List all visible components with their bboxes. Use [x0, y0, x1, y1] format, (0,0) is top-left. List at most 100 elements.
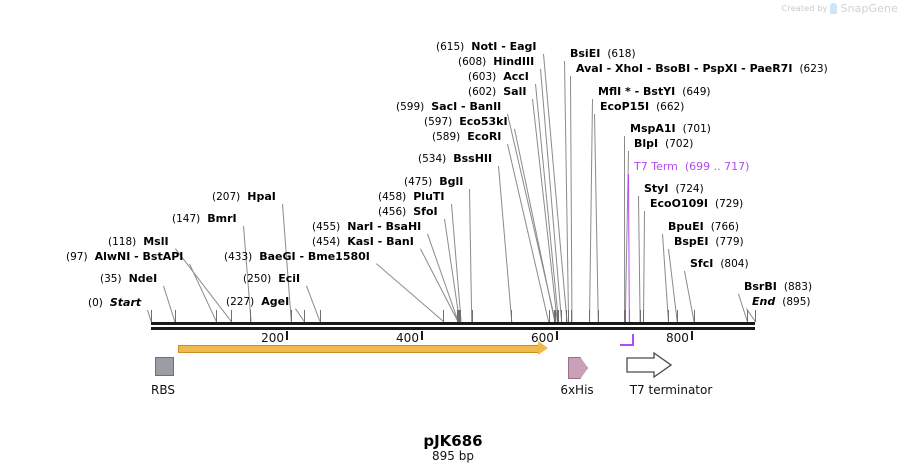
- site-label-t7term[interactable]: T7 Term (699 .. 717): [634, 161, 749, 172]
- label-gap: [88, 250, 95, 263]
- site-position: (0): [88, 297, 103, 309]
- enzyme-separator: -: [130, 250, 143, 263]
- enzyme-name: BssHII: [453, 152, 493, 165]
- restriction-site-tick: [443, 310, 445, 322]
- site-label-bgli[interactable]: (475) BglI: [404, 176, 463, 188]
- orf-feature-arrow[interactable]: [178, 345, 540, 353]
- site-label-hindiii[interactable]: (608) HindIII: [458, 56, 534, 68]
- restriction-site-tick: [568, 310, 570, 322]
- enzyme-name: End: [752, 295, 776, 308]
- site-label-mfli[interactable]: MflI * - BstYI (649): [598, 86, 711, 98]
- site-label-sali[interactable]: (602) SalI: [468, 86, 526, 98]
- enzyme-name: BsrBI: [744, 280, 777, 293]
- site-position: (35): [100, 273, 122, 285]
- site-label-bsiei[interactable]: BsiEI (618): [570, 48, 636, 60]
- site-position: (602): [468, 86, 497, 98]
- site-label-ecoo109i[interactable]: EcoO109I (729): [650, 198, 743, 210]
- site-enzyme-names: Eco53kI: [459, 115, 507, 128]
- restriction-site-tick: [639, 310, 641, 322]
- site-label-ecop15i[interactable]: EcoP15I (662): [600, 101, 684, 113]
- site-label-alwni[interactable]: (97) AlwNI - BstAPI: [66, 251, 183, 263]
- site-label-ndei[interactable]: (35) NdeI: [100, 273, 157, 285]
- label-gap: [777, 280, 784, 293]
- enzyme-name: EcoO109I: [650, 197, 708, 210]
- label-gap: [122, 272, 129, 285]
- site-label-agei[interactable]: (227) AgeI: [226, 296, 289, 308]
- site-position: (433): [224, 251, 253, 263]
- restriction-site-tick: [557, 310, 559, 322]
- enzyme-name: BsaHI: [385, 220, 422, 233]
- restriction-site-tick: [230, 310, 232, 322]
- site-position: (883): [783, 281, 813, 293]
- site-label-bpuei[interactable]: BpuEI (766): [668, 221, 739, 233]
- restriction-site-tick: [460, 310, 462, 322]
- site-label-blpi[interactable]: BlpI (702): [634, 138, 693, 150]
- orf-arrow-head: [538, 341, 548, 355]
- label-gap: [678, 160, 685, 173]
- site-label-hpai[interactable]: (207) HpaI: [212, 191, 276, 203]
- site-label-nari[interactable]: (455) NarI - BsaHI: [312, 221, 421, 233]
- site-label-eco53ki[interactable]: (597) Eco53kI: [424, 116, 508, 128]
- site-label-bsshii[interactable]: (534) BssHII: [418, 153, 492, 165]
- site-enzyme-names: EcoO109I: [650, 197, 708, 210]
- site-label-msli[interactable]: (118) MslI: [108, 236, 169, 248]
- label-gap: [676, 122, 683, 135]
- restriction-site-tick: [667, 310, 669, 322]
- site-enzyme-names: BsiEI: [570, 47, 600, 60]
- page-title: pJK686: [423, 432, 483, 450]
- plasmid-length-label: 895 bp: [432, 449, 474, 463]
- enzyme-name: KasI: [347, 235, 374, 248]
- site-label-bmri[interactable]: (147) BmrI: [172, 213, 237, 225]
- site-label-ecii[interactable]: (250) EciI: [243, 273, 300, 285]
- site-enzyme-names: NdeI: [129, 272, 158, 285]
- site-label-acci[interactable]: (603) AccI: [468, 71, 529, 83]
- site-enzyme-names: MspA1I: [630, 122, 676, 135]
- ruler-tick-mark: [420, 331, 423, 340]
- site-enzyme-names: NotI - EagI: [471, 40, 536, 53]
- restriction-site-tick: [693, 310, 695, 322]
- t7-terminator-feature-arrow[interactable]: [626, 351, 673, 382]
- enzyme-name: MslI: [143, 235, 169, 248]
- restriction-site-tick: [216, 310, 218, 322]
- 6xhis-feature-arrow[interactable]: [568, 357, 588, 379]
- site-enzyme-names: SfcI: [690, 257, 713, 270]
- rbs-feature-box[interactable]: [155, 357, 174, 376]
- site-label-baegi[interactable]: (433) BaeGI - Bme1580I: [224, 251, 370, 263]
- site-label-bspei[interactable]: BspEI (779): [674, 236, 744, 248]
- site-label-bsrbi[interactable]: BsrBI (883): [744, 281, 812, 293]
- watermark-brand-label: SnapGene: [840, 2, 898, 15]
- site-position: (699 .. 717): [684, 160, 750, 173]
- restriction-site-tick: [589, 310, 590, 322]
- site-label-start[interactable]: (0) Start: [88, 297, 141, 309]
- enzyme-name: BanII: [469, 100, 502, 113]
- site-enzyme-names: StyI: [644, 182, 668, 195]
- site-enzyme-names: BglI: [439, 175, 463, 188]
- site-position: (779): [715, 236, 744, 248]
- snapgene-logo-icon: [830, 3, 838, 14]
- site-label-styi[interactable]: StyI (724): [644, 183, 704, 195]
- site-label-sfci[interactable]: SfcI (804): [690, 258, 749, 270]
- site-label-mspa1i[interactable]: MspA1I (701): [630, 123, 711, 135]
- ruler-tick-mark: [555, 331, 558, 340]
- site-label-noti[interactable]: (615) NotI - EagI: [436, 41, 537, 53]
- site-label-kasi[interactable]: (454) KasI - BanI: [312, 236, 414, 248]
- restriction-site-tick: [676, 310, 678, 322]
- enzyme-name: Start: [109, 296, 142, 309]
- site-label-pluti[interactable]: (458) PluTI: [378, 191, 445, 203]
- watermark-created-by-label: Created by: [781, 4, 828, 13]
- enzyme-name: MflI *: [598, 85, 631, 98]
- site-label-end[interactable]: End (895): [752, 296, 810, 308]
- site-label-saci[interactable]: (599) SacI - BanII: [396, 101, 501, 113]
- backbone-line-top: [151, 322, 756, 325]
- enzyme-name: HindIII: [493, 55, 535, 68]
- site-position: (729): [715, 198, 744, 210]
- site-enzyme-names: AccI: [503, 70, 529, 83]
- enzyme-name: AccI: [503, 70, 529, 83]
- enzyme-name: HpaI: [247, 190, 276, 203]
- site-label-avai[interactable]: AvaI - XhoI - BsoBI - PspXI - PaeR7I (62…: [576, 63, 828, 75]
- site-label-ecori[interactable]: (589) EcoRI: [432, 131, 501, 143]
- enzyme-name: MspA1I: [630, 122, 676, 135]
- enzyme-name: SalI: [503, 85, 527, 98]
- site-label-sfoi[interactable]: (456) SfoI: [378, 206, 438, 218]
- site-position: (207): [212, 191, 241, 203]
